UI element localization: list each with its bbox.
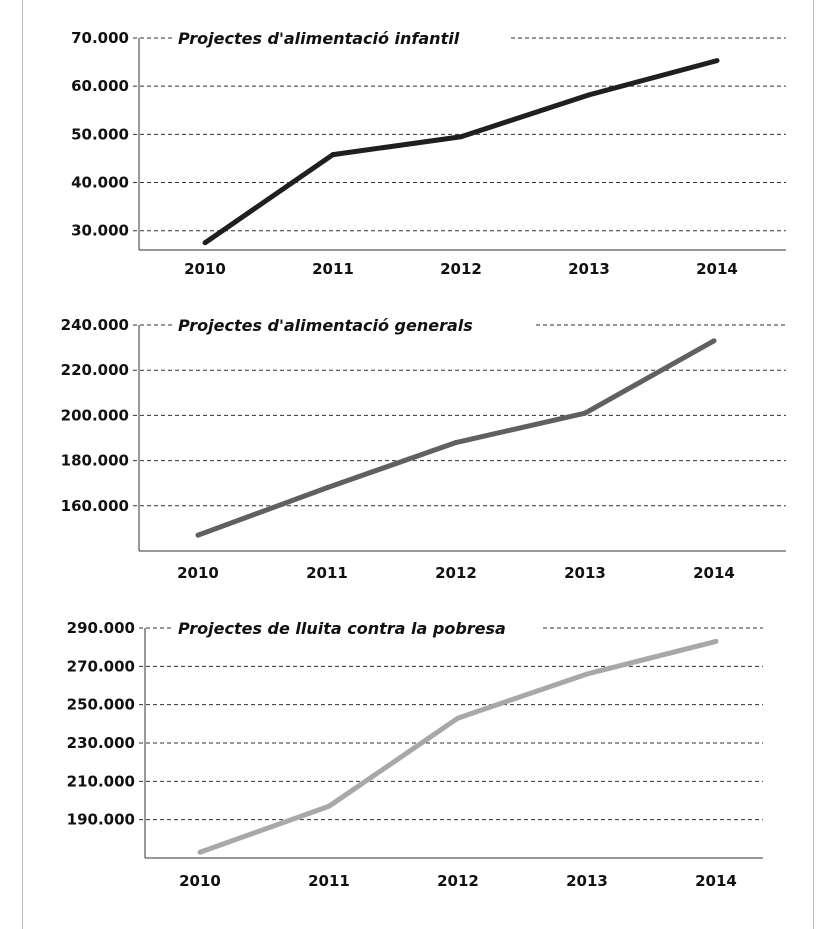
x-tick-label: 2012 — [435, 564, 477, 582]
x-tick-label: 2014 — [693, 564, 735, 582]
data-point — [197, 849, 203, 855]
x-tick-label: 2011 — [306, 564, 348, 582]
y-tick-label: 70.000 — [71, 29, 129, 47]
y-tick-label: 160.000 — [61, 497, 129, 515]
page-frame — [22, 0, 814, 929]
x-tick-label: 2011 — [308, 872, 350, 890]
x-tick-label: 2013 — [566, 872, 608, 890]
chart-title: Projectes d'alimentació generals — [178, 316, 473, 335]
x-tick-label: 2013 — [564, 564, 606, 582]
x-tick-label: 2012 — [437, 872, 479, 890]
data-point — [584, 671, 590, 677]
series-line — [199, 638, 717, 855]
x-tick-label: 2014 — [695, 872, 737, 890]
y-tick-label: 210.000 — [67, 772, 135, 790]
chart-title: Projectes de lluita contra la pobresa — [178, 619, 506, 638]
y-tick-label: 200.000 — [61, 406, 129, 424]
data-point — [455, 715, 461, 721]
data-point — [711, 338, 717, 344]
data-point — [714, 58, 720, 64]
x-tick-label: 2013 — [568, 260, 610, 278]
y-tick-label: 230.000 — [67, 734, 135, 752]
data-point — [453, 440, 459, 446]
y-tick-label: 190.000 — [67, 811, 135, 829]
y-tick-label: 180.000 — [61, 452, 129, 470]
series-line — [203, 58, 718, 245]
y-tick-label: 250.000 — [67, 696, 135, 714]
chart-title: Projectes d'alimentació infantil — [178, 29, 460, 48]
y-tick-label: 220.000 — [61, 361, 129, 379]
y-tick-label: 290.000 — [67, 619, 135, 637]
x-tick-label: 2012 — [440, 260, 482, 278]
data-point — [586, 92, 592, 98]
data-point — [202, 240, 208, 246]
data-point — [582, 410, 588, 416]
x-tick-label: 2010 — [177, 564, 219, 582]
y-tick-label: 240.000 — [61, 316, 129, 334]
y-tick-label: 30.000 — [71, 222, 129, 240]
y-tick-label: 60.000 — [71, 77, 129, 95]
data-point — [458, 134, 464, 140]
data-point — [330, 152, 336, 158]
data-point — [195, 532, 201, 538]
data-point — [326, 803, 332, 809]
x-tick-label: 2014 — [696, 260, 738, 278]
x-tick-label: 2010 — [179, 872, 221, 890]
x-tick-label: 2010 — [184, 260, 226, 278]
data-point — [713, 638, 719, 644]
x-tick-label: 2011 — [312, 260, 354, 278]
y-tick-label: 50.000 — [71, 125, 129, 143]
data-point — [324, 485, 330, 491]
y-tick-label: 270.000 — [67, 657, 135, 675]
y-tick-label: 40.000 — [71, 174, 129, 192]
